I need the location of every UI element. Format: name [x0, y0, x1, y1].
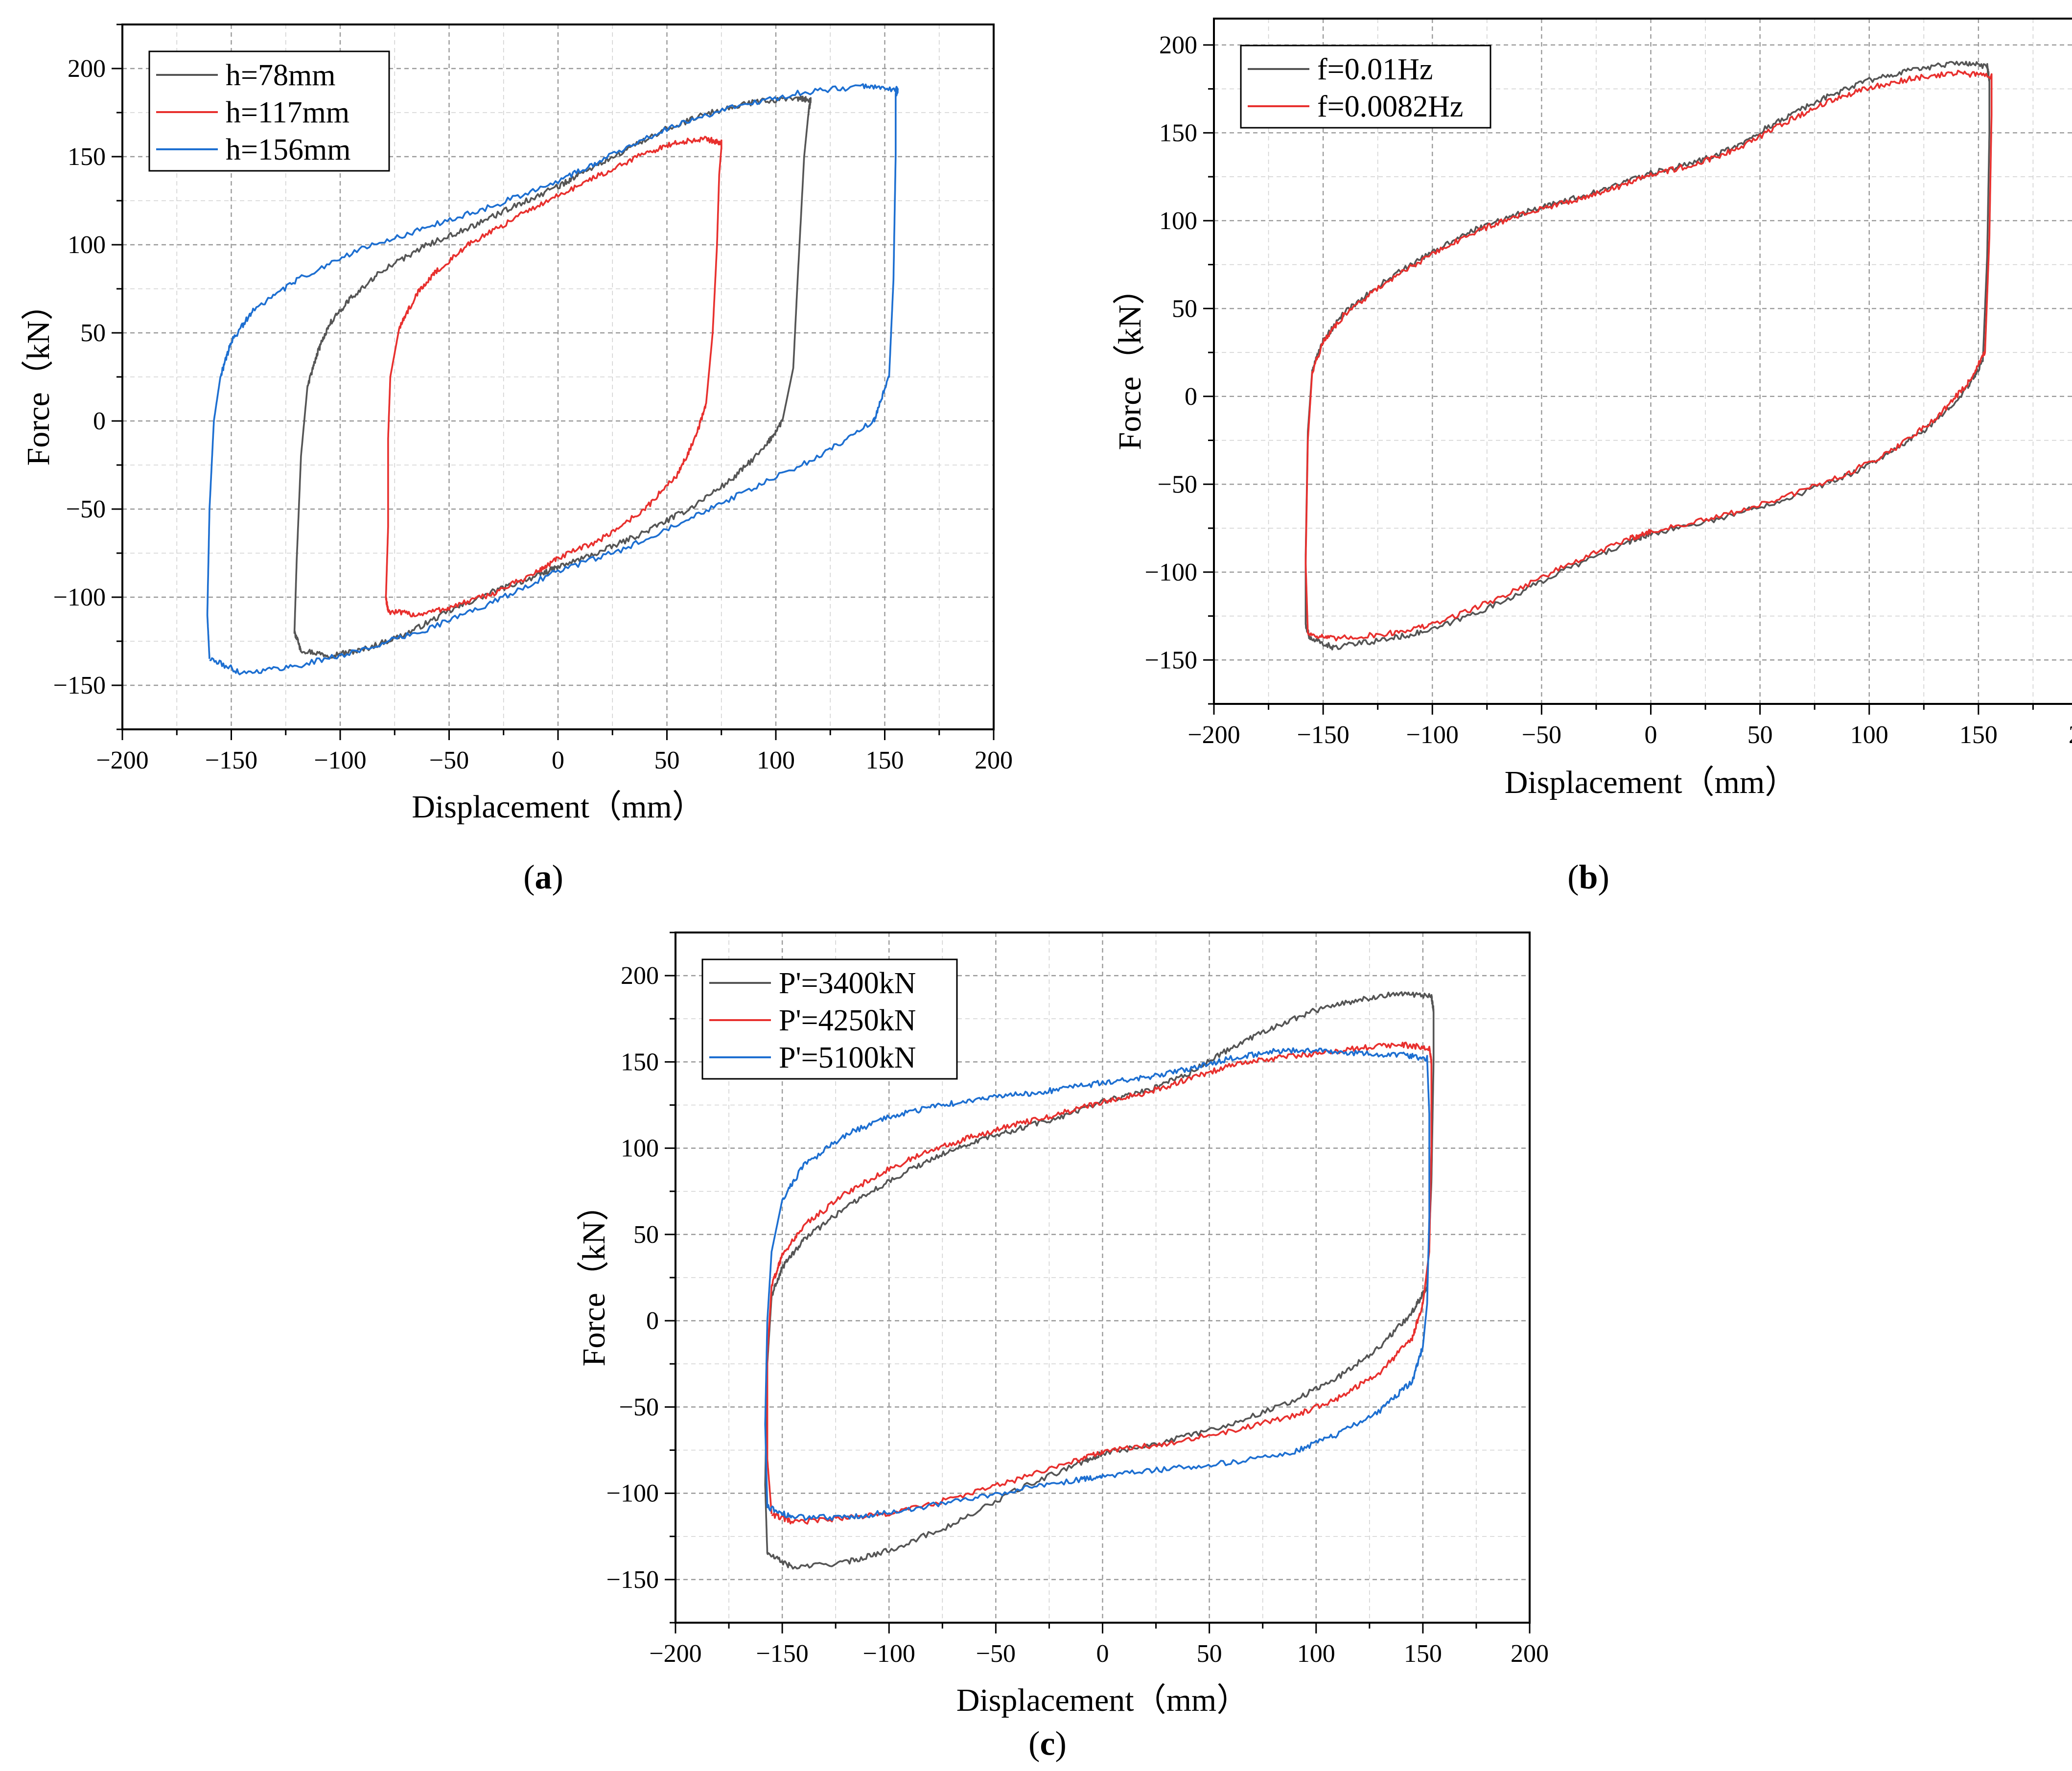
series-line-3 [206, 83, 899, 676]
x-tick-label: 150 [1959, 721, 1998, 749]
y-tick-label: 0 [646, 1307, 659, 1335]
panel-c: −200 −150 −100 −50 0 50 100 150 200 −150 −100 −50 0 5… [576, 932, 1549, 1763]
legend: f=0.01Hz f=0.0082Hz [1240, 45, 1491, 129]
panel-a: −200 −150 −100 −50 0 50 100 150 200 −150 −100 −50 0 5… [21, 23, 1013, 896]
x-tick-label: 100 [757, 746, 795, 774]
series-group [206, 83, 899, 676]
x-tick-label: 50 [1747, 721, 1773, 749]
legend-label-3: P'=5100kN [779, 1041, 916, 1074]
legend-label-1: h=78mm [226, 59, 335, 92]
panel-letter: b [1579, 859, 1598, 896]
y-tick-label: 200 [68, 55, 106, 83]
panel-letter: c [1040, 1725, 1055, 1763]
y-tick-label: −50 [619, 1393, 659, 1421]
x-tick-label: 50 [654, 746, 680, 774]
x-tick-label: 200 [2069, 721, 2072, 749]
x-axis-ticks: −200 −150 −100 −50 0 50 100 150 200 [96, 729, 1013, 774]
x-axis-ticks: −200 −150 −100 −50 0 50 100 150 200 [649, 1623, 1549, 1668]
y-tick-label: 50 [633, 1221, 659, 1249]
x-tick-label: 200 [975, 746, 1013, 774]
panel-letter: a [535, 859, 552, 896]
x-tick-label: 0 [552, 746, 564, 774]
y-tick-label: 150 [621, 1048, 659, 1076]
x-tick-label: 150 [1404, 1640, 1442, 1668]
y-axis-ticks: −150 −100 −50 0 50 100 150 200 [606, 932, 675, 1624]
y-tick-label: 50 [1172, 295, 1197, 323]
x-tick-label: −50 [1522, 721, 1561, 749]
legend-label-3: h=156mm [226, 133, 350, 166]
x-tick-label: −200 [649, 1640, 701, 1668]
y-axis-title: Force（kN） [576, 1189, 612, 1367]
y-tick-label: 100 [621, 1135, 659, 1163]
y-tick-label: 0 [1185, 383, 1197, 411]
y-axis-title: Force（kN） [21, 288, 56, 466]
x-tick-label: −50 [976, 1640, 1016, 1668]
x-tick-label: 100 [1297, 1640, 1335, 1668]
x-tick-label: −200 [96, 746, 148, 774]
y-tick-label: −150 [606, 1566, 659, 1594]
legend-label-1: f=0.01Hz [1317, 53, 1433, 86]
x-axis-title: Displacement（mm） [412, 789, 704, 825]
x-tick-label: −150 [205, 746, 257, 774]
y-tick-label: 0 [93, 407, 106, 435]
series-line-1 [293, 95, 812, 659]
series-line-3 [764, 1047, 1430, 1521]
series-line-1 [1304, 61, 1990, 651]
series-line-2 [385, 136, 722, 618]
panel-label: (c) [1028, 1725, 1067, 1763]
x-tick-label: 200 [1511, 1640, 1549, 1668]
y-tick-label: −100 [1145, 559, 1197, 586]
y-tick-label: 200 [621, 962, 659, 990]
y-tick-label: 50 [80, 319, 106, 347]
y-tick-label: −150 [53, 672, 106, 699]
x-tick-label: 0 [1645, 721, 1657, 749]
legend: P'=3400kN P'=4250kN P'=5100kN [701, 958, 958, 1080]
y-tick-label: 100 [1159, 207, 1197, 235]
x-tick-label: 50 [1197, 1640, 1222, 1668]
y-axis-ticks: −150 −100 −50 0 50 100 150 200 [53, 23, 122, 730]
x-axis-title: Displacement（mm） [1505, 765, 1797, 800]
legend: h=78mm h=117mm h=156mm [148, 50, 390, 172]
y-tick-label: −50 [66, 495, 106, 523]
x-tick-label: −150 [1297, 721, 1349, 749]
x-axis-title: Displacement（mm） [956, 1682, 1249, 1718]
x-tick-label: 0 [1096, 1640, 1109, 1668]
y-tick-label: −150 [1145, 646, 1197, 674]
series-line-2 [1304, 70, 1993, 642]
legend-label-1: P'=3400kN [779, 967, 916, 1000]
x-tick-label: −100 [863, 1640, 915, 1668]
legend-label-2: P'=4250kN [779, 1004, 916, 1037]
x-tick-label: 150 [866, 746, 904, 774]
series-group [764, 991, 1435, 1570]
x-tick-label: −100 [1406, 721, 1459, 749]
x-tick-label: −50 [429, 746, 469, 774]
y-axis-ticks: −150 −100 −50 0 50 100 150 200 [1145, 31, 1214, 705]
panel-label: (b) [1567, 859, 1609, 896]
x-tick-label: −200 [1187, 721, 1240, 749]
series-line-2 [766, 1041, 1433, 1525]
y-axis-title: Force（kN） [1112, 273, 1148, 450]
y-tick-label: −50 [1158, 470, 1197, 498]
x-axis-ticks: −200 −150 −100 −50 0 50 100 150 200 [1187, 704, 2072, 749]
x-tick-label: 100 [1850, 721, 1888, 749]
legend-label-2: h=117mm [226, 96, 349, 129]
y-tick-label: 100 [68, 231, 106, 259]
panel-label: (a) [523, 859, 563, 896]
y-tick-label: 150 [68, 143, 106, 171]
x-tick-label: −100 [314, 746, 366, 774]
y-tick-label: −100 [53, 583, 106, 611]
legend-label-2: f=0.0082Hz [1317, 90, 1463, 123]
series-group [1304, 61, 1993, 651]
y-tick-label: 200 [1159, 31, 1197, 59]
x-tick-label: −150 [756, 1640, 808, 1668]
legend-box [1240, 45, 1491, 129]
y-tick-label: −100 [606, 1480, 659, 1508]
panel-b: −200 −150 −100 −50 0 50 100 150 200 −150 −100 −50 0 5… [1112, 18, 2072, 896]
y-tick-label: 150 [1159, 119, 1197, 147]
series-line-1 [764, 991, 1435, 1570]
